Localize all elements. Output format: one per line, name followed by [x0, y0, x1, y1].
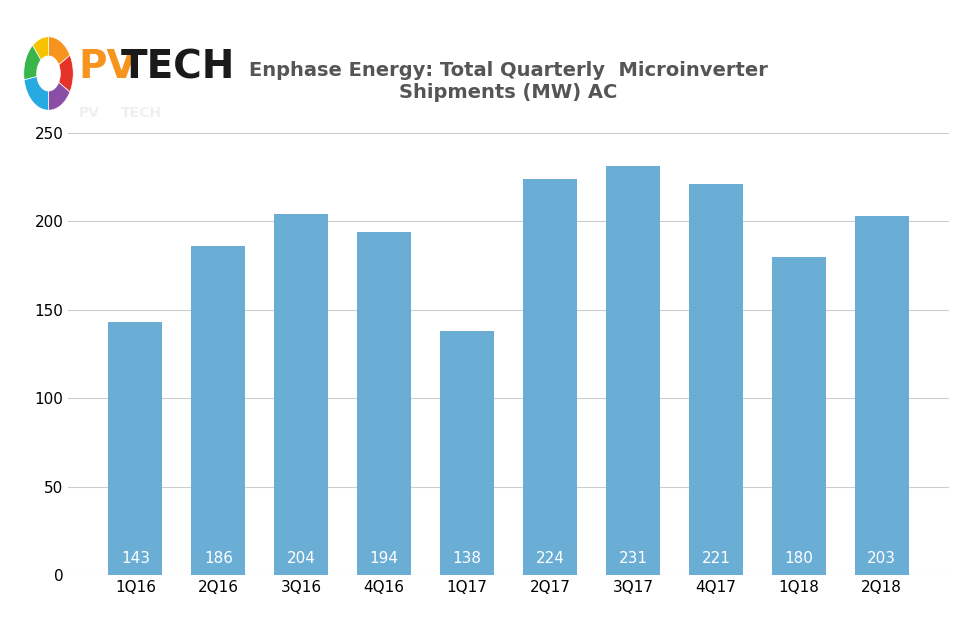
Title: Enphase Energy: Total Quarterly  Microinverter
Shipments (MW) AC: Enphase Energy: Total Quarterly Microinv… [249, 61, 767, 102]
Bar [440, 331, 493, 575]
Text: 194: 194 [369, 551, 399, 566]
Text: 221: 221 [701, 551, 730, 566]
Text: 204: 204 [286, 551, 316, 566]
Wedge shape [32, 36, 49, 60]
Bar [854, 216, 908, 575]
Bar [108, 322, 162, 575]
Bar [688, 184, 743, 575]
Text: PV: PV [78, 107, 100, 120]
Wedge shape [23, 45, 41, 80]
Wedge shape [49, 36, 70, 65]
Text: PV: PV [78, 48, 137, 86]
Text: 180: 180 [784, 551, 813, 566]
Text: TECH: TECH [120, 107, 161, 120]
Wedge shape [24, 77, 49, 110]
Bar [771, 257, 825, 575]
Bar [357, 232, 410, 575]
Bar [523, 179, 576, 575]
Text: 186: 186 [203, 551, 233, 566]
Text: 231: 231 [617, 551, 647, 566]
Text: 203: 203 [867, 551, 895, 566]
Text: 138: 138 [452, 551, 481, 566]
Text: 143: 143 [121, 551, 149, 566]
Bar [606, 166, 659, 575]
Bar [274, 214, 328, 575]
Text: TECH: TECH [120, 48, 234, 86]
Wedge shape [59, 55, 73, 92]
Bar [191, 246, 245, 575]
Text: 224: 224 [535, 551, 564, 566]
Wedge shape [49, 82, 70, 110]
